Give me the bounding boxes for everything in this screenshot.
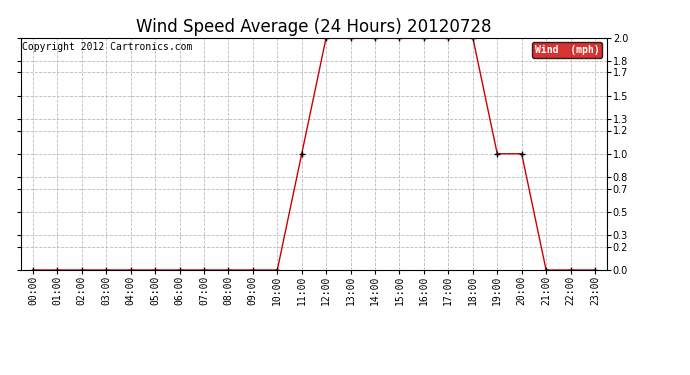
Text: Copyright 2012 Cartronics.com: Copyright 2012 Cartronics.com [22,42,193,52]
Title: Wind Speed Average (24 Hours) 20120728: Wind Speed Average (24 Hours) 20120728 [136,18,492,36]
Legend: Wind  (mph): Wind (mph) [532,42,602,58]
